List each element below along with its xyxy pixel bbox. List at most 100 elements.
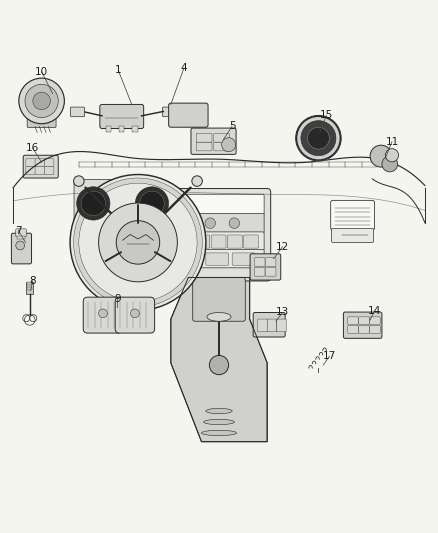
FancyBboxPatch shape: [26, 159, 35, 167]
FancyBboxPatch shape: [214, 133, 230, 142]
Circle shape: [19, 78, 64, 124]
FancyBboxPatch shape: [176, 249, 264, 268]
Circle shape: [140, 191, 164, 216]
Bar: [119, 126, 124, 132]
Text: 14: 14: [368, 306, 381, 316]
FancyBboxPatch shape: [254, 268, 265, 276]
FancyBboxPatch shape: [254, 258, 265, 266]
Ellipse shape: [204, 419, 234, 425]
Bar: [106, 126, 111, 132]
FancyBboxPatch shape: [244, 235, 258, 248]
FancyBboxPatch shape: [348, 326, 358, 334]
Bar: [26, 282, 33, 294]
FancyBboxPatch shape: [176, 194, 264, 215]
Circle shape: [205, 218, 215, 229]
Text: 17: 17: [323, 351, 336, 361]
Circle shape: [25, 84, 58, 118]
Circle shape: [74, 176, 84, 187]
FancyBboxPatch shape: [169, 103, 208, 127]
FancyBboxPatch shape: [370, 317, 380, 325]
FancyBboxPatch shape: [35, 167, 45, 174]
FancyBboxPatch shape: [92, 317, 98, 321]
Bar: [27, 287, 32, 290]
FancyBboxPatch shape: [196, 133, 212, 142]
FancyBboxPatch shape: [277, 319, 286, 332]
FancyBboxPatch shape: [258, 319, 267, 332]
Text: 7: 7: [15, 225, 22, 236]
FancyBboxPatch shape: [206, 253, 229, 265]
Text: 5: 5: [229, 122, 236, 131]
FancyBboxPatch shape: [180, 253, 202, 265]
FancyBboxPatch shape: [121, 208, 155, 236]
Polygon shape: [171, 278, 267, 442]
Circle shape: [81, 191, 106, 216]
FancyBboxPatch shape: [227, 235, 242, 248]
Circle shape: [385, 149, 399, 162]
FancyBboxPatch shape: [193, 278, 245, 321]
FancyBboxPatch shape: [170, 189, 271, 281]
Text: 8: 8: [29, 276, 36, 286]
FancyBboxPatch shape: [162, 107, 180, 117]
Text: 9: 9: [114, 294, 121, 304]
Bar: [132, 126, 138, 132]
Circle shape: [229, 218, 240, 229]
Text: 1: 1: [115, 65, 122, 75]
FancyBboxPatch shape: [265, 268, 276, 276]
FancyBboxPatch shape: [35, 159, 45, 167]
FancyBboxPatch shape: [27, 116, 56, 128]
FancyBboxPatch shape: [359, 326, 369, 334]
FancyBboxPatch shape: [74, 179, 162, 228]
Circle shape: [116, 221, 160, 264]
FancyBboxPatch shape: [267, 319, 277, 332]
FancyBboxPatch shape: [359, 317, 369, 325]
Text: 10: 10: [35, 67, 48, 77]
FancyBboxPatch shape: [115, 297, 155, 333]
FancyBboxPatch shape: [196, 142, 212, 151]
FancyBboxPatch shape: [152, 234, 173, 251]
FancyBboxPatch shape: [44, 167, 54, 174]
Circle shape: [16, 241, 25, 250]
Circle shape: [131, 309, 139, 318]
Bar: [17, 236, 25, 239]
FancyBboxPatch shape: [71, 107, 85, 117]
Circle shape: [77, 187, 110, 220]
Ellipse shape: [207, 312, 231, 321]
Circle shape: [135, 187, 169, 220]
Text: 13: 13: [276, 308, 289, 318]
Circle shape: [192, 176, 202, 187]
FancyBboxPatch shape: [44, 159, 54, 167]
Text: 16: 16: [26, 143, 39, 154]
Text: 12: 12: [276, 242, 289, 252]
FancyBboxPatch shape: [16, 229, 26, 237]
Circle shape: [70, 174, 206, 310]
Circle shape: [74, 178, 202, 307]
Text: 15: 15: [320, 110, 333, 120]
Circle shape: [382, 156, 398, 172]
Circle shape: [127, 225, 132, 231]
Circle shape: [307, 127, 329, 149]
FancyBboxPatch shape: [179, 235, 194, 248]
Text: 11: 11: [385, 136, 399, 147]
FancyBboxPatch shape: [100, 104, 144, 128]
FancyBboxPatch shape: [332, 229, 374, 243]
Circle shape: [297, 116, 340, 160]
FancyBboxPatch shape: [103, 234, 124, 251]
Circle shape: [222, 138, 236, 152]
FancyBboxPatch shape: [114, 201, 162, 241]
Ellipse shape: [201, 430, 237, 435]
Text: 4: 4: [180, 63, 187, 73]
FancyBboxPatch shape: [124, 303, 130, 307]
FancyBboxPatch shape: [331, 200, 374, 230]
FancyBboxPatch shape: [176, 214, 264, 233]
Circle shape: [33, 92, 50, 110]
FancyBboxPatch shape: [92, 303, 98, 307]
FancyBboxPatch shape: [211, 235, 226, 248]
FancyBboxPatch shape: [23, 155, 58, 178]
FancyBboxPatch shape: [370, 326, 380, 334]
Circle shape: [301, 120, 336, 156]
FancyBboxPatch shape: [124, 317, 130, 321]
FancyBboxPatch shape: [348, 317, 358, 325]
FancyBboxPatch shape: [253, 312, 285, 337]
Circle shape: [209, 356, 229, 375]
FancyBboxPatch shape: [265, 258, 276, 266]
